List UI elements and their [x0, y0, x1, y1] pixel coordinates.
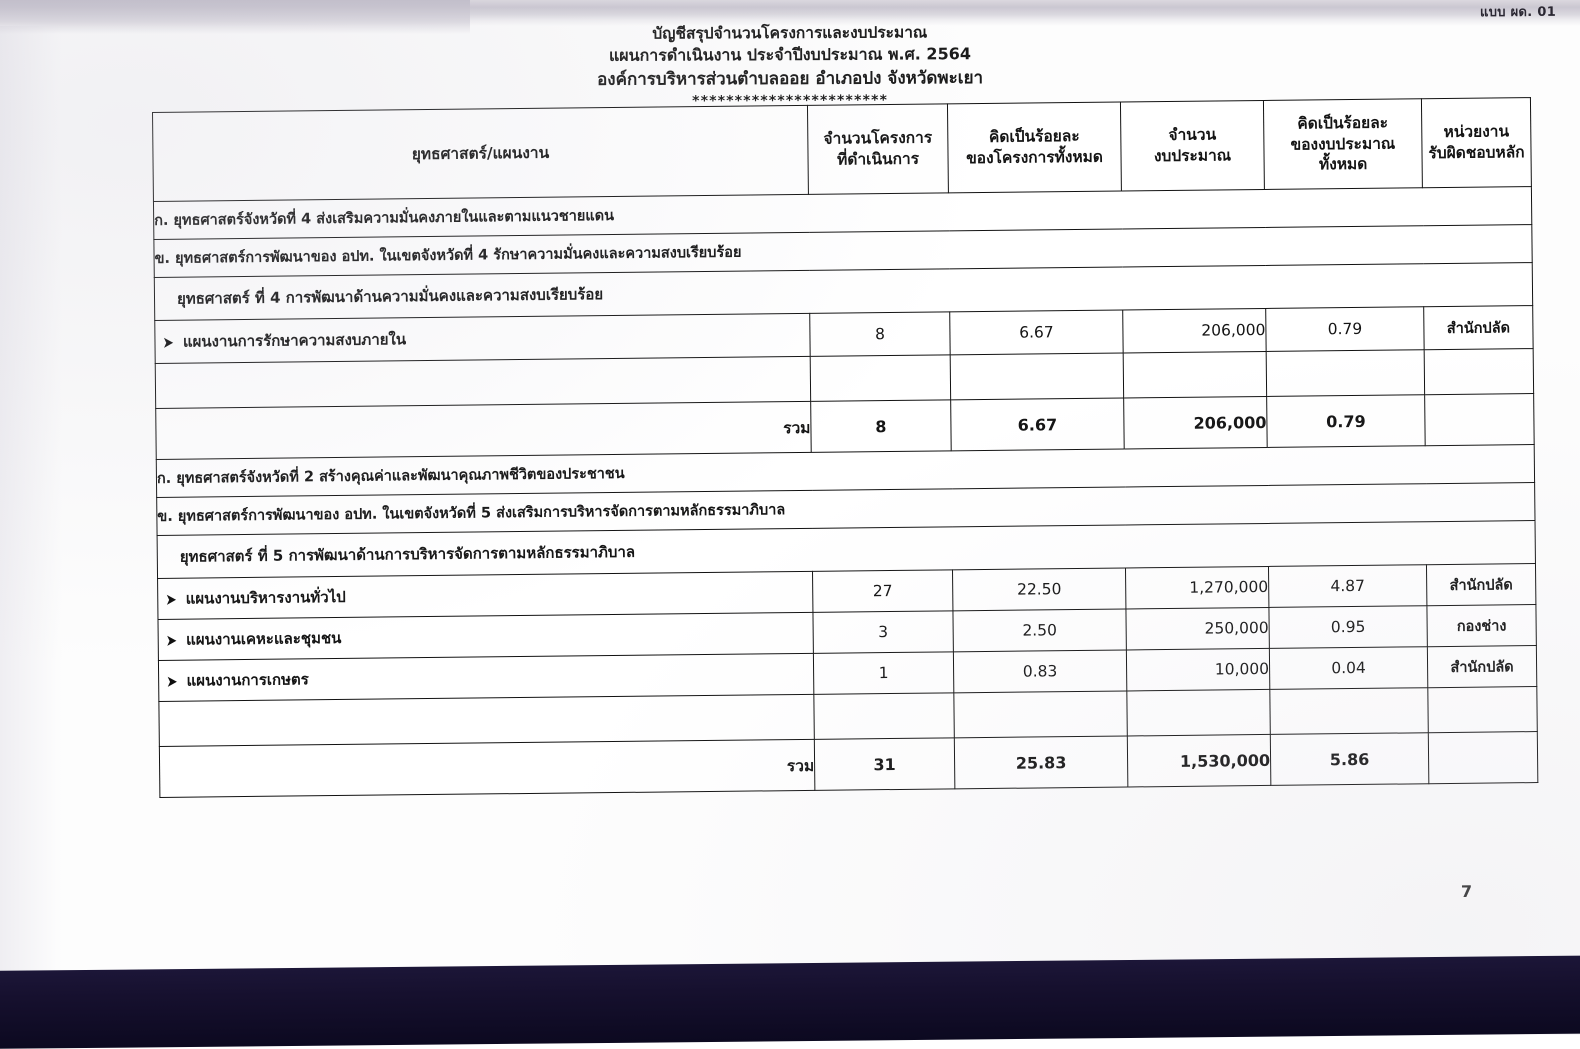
- empty-project-count-cell: [813, 692, 955, 740]
- column-header-budget-percent-line1: คิดเป็นร้อยละ: [1297, 113, 1389, 133]
- empty-responsible-unit-cell: [1427, 686, 1538, 733]
- column-header-project-count-line1: จำนวนโครงการ: [823, 128, 933, 148]
- column-header-budget-percent: คิดเป็นร้อยละ ของงบประมาณ ทั้งหมด: [1263, 98, 1423, 190]
- plan-name-cell: ➤ แผนงานการรักษาความสงบภายใน: [154, 313, 811, 364]
- arrow-bullet-icon: ➤: [162, 332, 174, 352]
- table-body: ก. ยุทธศาสตร์จังหวัดที่ 4 ส่งเสริมความมั…: [153, 186, 1538, 798]
- plan-name-cell: ➤ แผนงานการเกษตร: [158, 653, 814, 702]
- plan-name-cell: ➤ แผนงานบริหารงานทั่วไป: [157, 571, 813, 620]
- page-left-edge-shading: [0, 0, 62, 1035]
- plan-name-text: แผนงานการเกษตร: [186, 670, 309, 690]
- project-percent-cell: 22.50: [952, 567, 1126, 611]
- empty-budget-amount-cell: [1126, 689, 1271, 736]
- budget-amount-cell: 10,000: [1126, 648, 1270, 691]
- column-header-project-percent-line2: ของโครงการทั้งหมด: [966, 147, 1104, 168]
- empty-responsible-unit-cell: [1424, 348, 1534, 395]
- column-header-project-percent: คิดเป็นร้อยละ ของโครงการทั้งหมด: [947, 102, 1122, 193]
- project-percent-cell: 0.83: [953, 649, 1127, 693]
- budget-percent-cell: 0.95: [1268, 605, 1428, 649]
- responsible-unit-cell: สำนักปลัด: [1426, 563, 1536, 606]
- total-project-percent-cell: 6.67: [950, 398, 1125, 451]
- total-budget-amount-cell: 206,000: [1123, 396, 1268, 449]
- empty-project-count-cell: [810, 354, 951, 402]
- column-header-strategy-plan-text: ยุทธศาสตร์/แผนงาน: [411, 143, 550, 163]
- empty-plan-cell: [155, 356, 811, 409]
- plan-name-text: แผนงานบริหารงานทั่วไป: [185, 587, 346, 608]
- empty-project-percent-cell: [953, 690, 1128, 738]
- total-project-count-cell: 31: [814, 737, 955, 791]
- budget-amount-cell: 206,000: [1122, 308, 1267, 354]
- column-header-project-count: จำนวนโครงการ ที่ดำเนินการ: [807, 103, 949, 195]
- budget-percent-cell: 4.87: [1268, 564, 1427, 608]
- column-header-budget-amount-line2: งบประมาณ: [1153, 146, 1232, 166]
- budget-amount-cell: 250,000: [1125, 607, 1270, 650]
- project-count-cell: 3: [812, 610, 954, 654]
- project-count-cell: 8: [809, 311, 951, 357]
- page-number: 7: [1460, 881, 1473, 902]
- total-responsible-unit-cell: [1428, 731, 1538, 784]
- budget-percent-cell: 0.79: [1265, 306, 1425, 352]
- project-budget-summary-table: ยุทธศาสตร์/แผนงาน จำนวนโครงการ ที่ดำเนิน…: [152, 97, 1539, 798]
- responsible-unit-cell: สำนักปลัด: [1423, 305, 1534, 350]
- responsible-unit-cell: สำนักปลัด: [1427, 645, 1537, 688]
- column-header-strategy-plan: ยุทธศาสตร์/แผนงาน: [152, 105, 809, 202]
- total-label-cell: รวม: [159, 739, 815, 798]
- empty-budget-amount-cell: [1123, 351, 1267, 399]
- total-budget-percent-cell: 0.79: [1266, 394, 1426, 448]
- arrow-bullet-icon: ➤: [165, 630, 178, 650]
- project-percent-cell: 6.67: [949, 310, 1124, 355]
- summary-table-container: ยุทธศาสตร์/แผนงาน จำนวนโครงการ ที่ดำเนิน…: [152, 97, 1539, 798]
- total-budget-percent-cell: 5.86: [1270, 732, 1429, 786]
- column-header-budget-percent-line3: ทั้งหมด: [1318, 155, 1368, 174]
- project-count-cell: 27: [812, 569, 953, 613]
- column-header-project-count-line2: ที่ดำเนินการ: [837, 149, 920, 169]
- project-percent-cell: 2.50: [952, 608, 1127, 652]
- project-count-cell: 1: [813, 651, 954, 695]
- total-project-percent-cell: 25.83: [954, 735, 1128, 789]
- empty-project-percent-cell: [950, 353, 1124, 400]
- column-header-budget-amount: จำนวน งบประมาณ: [1120, 100, 1265, 192]
- budget-amount-cell: 1,270,000: [1125, 566, 1269, 609]
- plan-name-cell: ➤ แผนงานเคหะและชุมชน: [157, 612, 814, 661]
- plan-name-text: แผนงานการรักษาความสงบภายใน: [182, 330, 407, 351]
- table-header: ยุทธศาสตร์/แผนงาน จำนวนโครงการ ที่ดำเนิน…: [152, 97, 1532, 202]
- total-label-cell: รวม: [155, 401, 812, 460]
- total-budget-amount-cell: 1,530,000: [1127, 734, 1271, 787]
- budget-percent-cell: 0.04: [1269, 646, 1428, 690]
- table-header-row: ยุทธศาสตร์/แผนงาน จำนวนโครงการ ที่ดำเนิน…: [152, 97, 1532, 202]
- responsible-unit-cell: กองช่าง: [1426, 604, 1537, 647]
- scanner-top-shadow-secondary: [0, 0, 470, 34]
- total-project-count-cell: 8: [810, 399, 952, 453]
- plan-name-text: แผนงานเคหะและชุมชน: [186, 628, 342, 649]
- column-header-responsible-unit-line1: หน่วยงาน: [1443, 122, 1510, 142]
- column-header-budget-percent-line2: ของงบประมาณ: [1290, 134, 1396, 154]
- column-header-budget-amount-line1: จำนวน: [1168, 125, 1217, 145]
- column-header-responsible-unit-line2: รับผิดชอบหลัก: [1428, 143, 1525, 163]
- arrow-bullet-icon: ➤: [166, 671, 178, 691]
- empty-budget-percent-cell: [1266, 349, 1425, 397]
- empty-plan-cell: [158, 694, 815, 747]
- column-header-project-percent-line1: คิดเป็นร้อยละ: [988, 127, 1080, 147]
- total-responsible-unit-cell: [1424, 393, 1535, 446]
- arrow-bullet-icon: ➤: [165, 589, 177, 609]
- empty-budget-percent-cell: [1269, 687, 1429, 735]
- column-header-responsible-unit: หน่วยงาน รับผิดชอบหลัก: [1421, 97, 1532, 188]
